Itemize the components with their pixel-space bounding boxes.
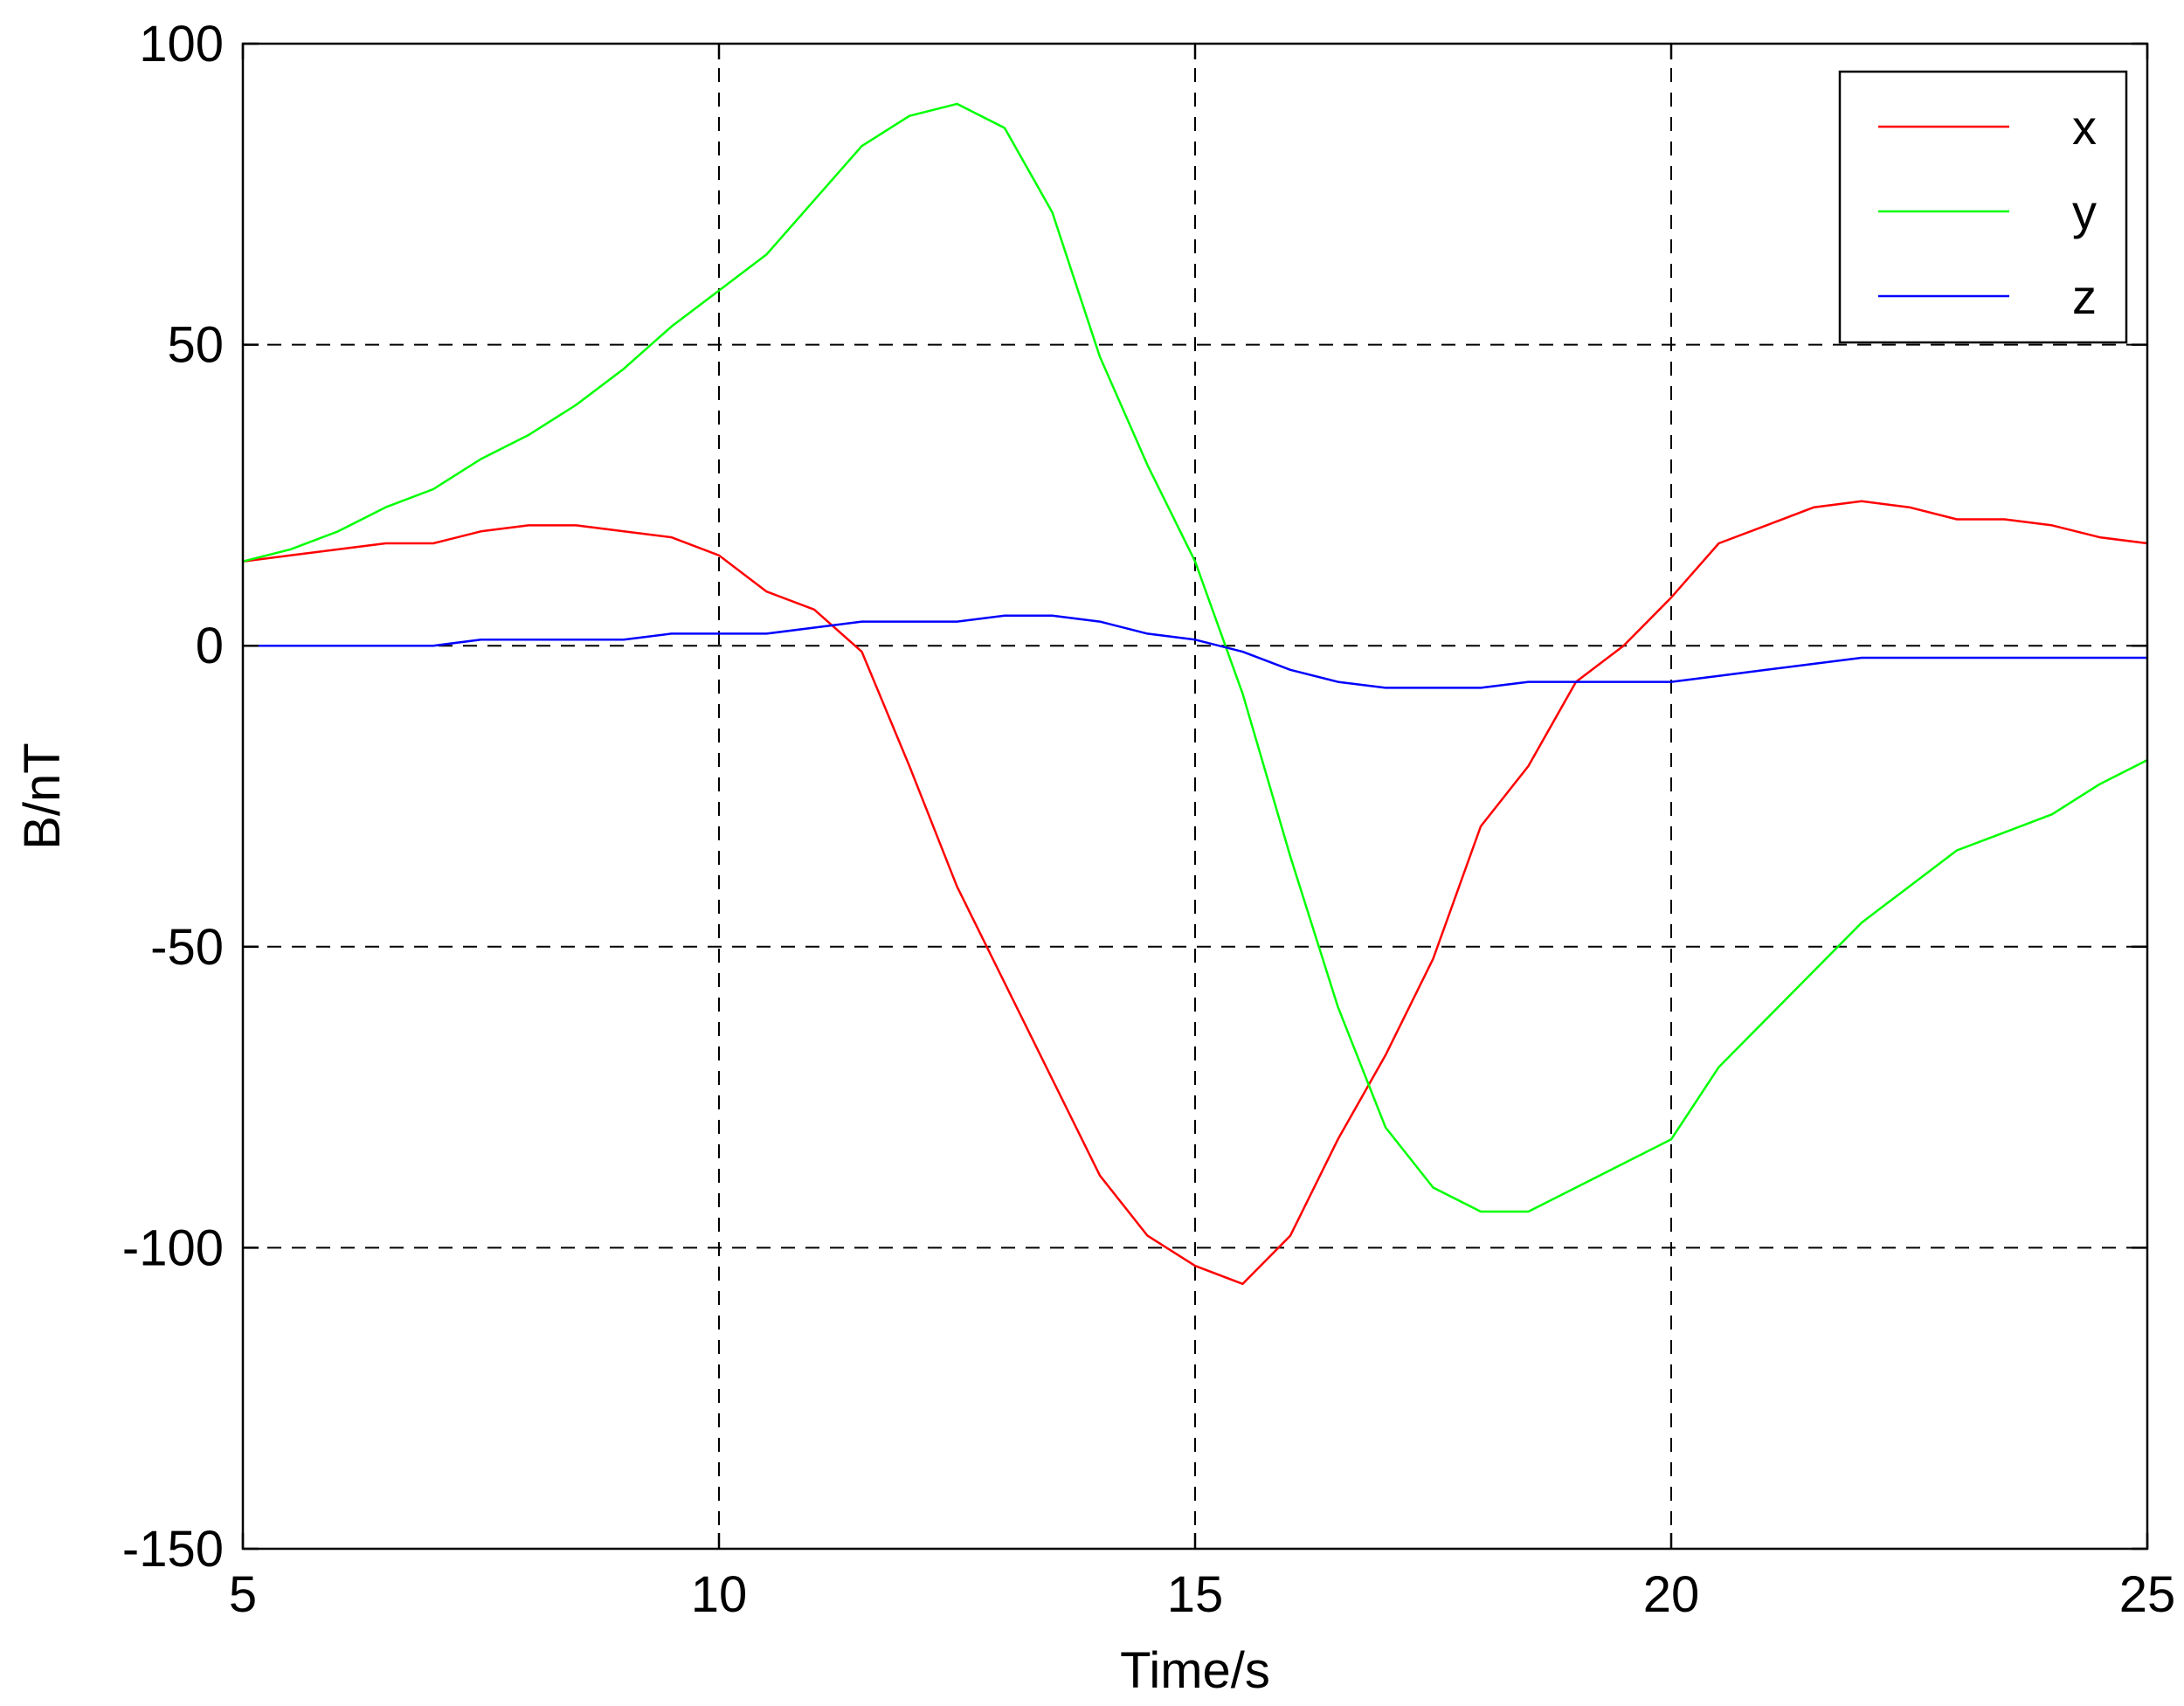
y-tick-label: 50 xyxy=(167,317,224,374)
series-line-z xyxy=(243,614,2147,689)
x-tick-label: 25 xyxy=(2119,1566,2176,1623)
series-lines xyxy=(242,102,2148,1286)
legend-label-z: z xyxy=(2072,269,2097,324)
legend-label-y: y xyxy=(2072,184,2097,239)
grid xyxy=(243,44,2147,1549)
x-tick-label: 10 xyxy=(691,1566,748,1623)
y-tick-label: -100 xyxy=(122,1219,224,1276)
x-tick-label: 5 xyxy=(229,1566,257,1623)
legend: xyz xyxy=(1838,70,2128,344)
series-line-x xyxy=(242,500,2148,1286)
legend-box xyxy=(1838,70,2128,344)
y-tick-label: -150 xyxy=(122,1521,224,1578)
y-tick-label: -50 xyxy=(150,919,224,976)
x-axis-label: Time/s xyxy=(1120,1642,1270,1699)
series-line-y xyxy=(242,102,2148,1213)
axis-ticks: 5 10 15 20 25 -150 -100 -50 0 50 100 xyxy=(122,16,2175,1623)
legend-label-x: x xyxy=(2072,100,2097,155)
y-axis-label: B/nT xyxy=(14,742,71,850)
y-tick-label: 0 xyxy=(196,618,224,674)
x-tick-label: 15 xyxy=(1167,1566,1224,1623)
y-tick-label: 100 xyxy=(139,16,224,73)
x-tick-label: 20 xyxy=(1643,1566,1700,1623)
